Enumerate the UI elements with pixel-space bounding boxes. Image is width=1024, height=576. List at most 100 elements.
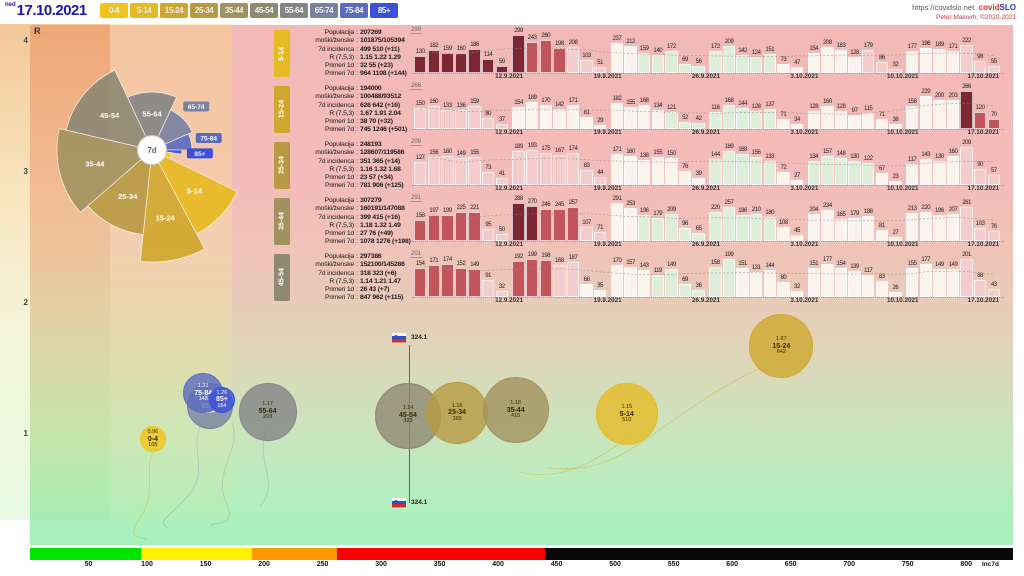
scale-tick-500: 500 bbox=[609, 561, 621, 568]
bar-value-label: 107 bbox=[582, 220, 591, 226]
bar-5-14-d34 bbox=[875, 62, 888, 73]
bar-5-14-d18 bbox=[651, 55, 664, 73]
bubble-inc-55-64: 203 bbox=[262, 414, 273, 421]
rose-label-55-64: 55-64 bbox=[142, 110, 162, 119]
chart-date-17.10.2021: 17.10.2021 bbox=[967, 297, 1000, 304]
bar-value-label: 149 bbox=[470, 262, 479, 268]
panel-grid-35-44: Populacija:307279 moški/ženske:160191/147… bbox=[294, 197, 411, 247]
bubble-inc-35-44: 415 bbox=[511, 413, 521, 420]
stat-colon: : bbox=[356, 205, 358, 213]
bar-35-44-d21 bbox=[692, 233, 705, 241]
chart-date-12.9.2021: 12.9.2021 bbox=[495, 129, 524, 136]
bar-15-24-d4 bbox=[454, 110, 468, 129]
stat-value-r753: 1.14 1.21 1.47 bbox=[360, 277, 401, 285]
legend-button-85+[interactable]: 85+ bbox=[370, 3, 398, 18]
bubble-85+: 1.26 85+ 164 bbox=[208, 386, 235, 413]
bar-15-24-d1 bbox=[414, 108, 427, 129]
bar-35-44-d37 bbox=[919, 212, 932, 241]
bar-15-24-d28 bbox=[790, 124, 804, 129]
legend-button-25-34[interactable]: 25-34 bbox=[190, 3, 218, 18]
bar-45-54-d15 bbox=[610, 265, 624, 297]
bubble-group-label-5-14: 5-14 bbox=[619, 410, 634, 418]
bar-value-label: 174 bbox=[442, 257, 452, 263]
bar-25-34-d18 bbox=[651, 157, 664, 185]
bar-25-34-d38 bbox=[933, 161, 946, 185]
scale-tick-650: 650 bbox=[784, 561, 797, 568]
bar-value-label: 160 bbox=[442, 149, 452, 155]
stat-colon: : bbox=[356, 45, 358, 53]
bar-15-24-d24 bbox=[736, 108, 749, 129]
chart-date-17.10.2021: 17.10.2021 bbox=[967, 129, 1000, 136]
legend-button-45-54[interactable]: 45-54 bbox=[250, 3, 278, 18]
legend-button-65-74[interactable]: 65-74 bbox=[310, 3, 338, 18]
bubble-r-35-44: 1.18 bbox=[510, 399, 521, 406]
scale-unit-label: Inc7d bbox=[982, 561, 999, 568]
bar-25-34-d29 bbox=[807, 161, 820, 185]
bar-45-54-d29 bbox=[807, 268, 820, 297]
bar-5-14-d3 bbox=[441, 53, 454, 73]
bar-value-label: 45 bbox=[794, 228, 800, 234]
legend-button-35-44[interactable]: 35-44 bbox=[220, 3, 248, 18]
bar-value-label: 133 bbox=[765, 154, 775, 160]
stat-label-r753: R (7,5,3) bbox=[329, 165, 354, 173]
site-url-link[interactable]: https://covidslo.net bbox=[912, 3, 975, 12]
scale-tick-100: 100 bbox=[141, 561, 153, 568]
bar-value-label: 160 bbox=[822, 99, 832, 105]
bar-value-label: 182 bbox=[429, 43, 439, 49]
bubble-group-label-45-54: 45-54 bbox=[399, 411, 417, 419]
bar-value-label: 95 bbox=[485, 222, 492, 228]
bar-value-label: 189 bbox=[527, 95, 537, 101]
bar-35-44-d2 bbox=[427, 215, 440, 241]
bar-5-14-d20 bbox=[678, 64, 692, 73]
bar-value-label: 26 bbox=[892, 285, 899, 291]
bar-value-label: 35 bbox=[597, 283, 604, 289]
bar-25-34-d16 bbox=[624, 156, 637, 185]
bar-45-54-d4 bbox=[454, 268, 468, 297]
legend-button-75-84[interactable]: 75-84 bbox=[340, 3, 368, 18]
stat-label-primeri_7d: Primeri 7d bbox=[325, 126, 354, 134]
site-info: https://covidslo.net covidSLO Peter Malo… bbox=[912, 1, 1016, 23]
rose-chip-75-84 bbox=[195, 132, 222, 143]
bar-5-14-d14 bbox=[594, 67, 607, 73]
bubble-15-24: 1.67 15-24 642 bbox=[749, 314, 814, 379]
bar-25-34-d24 bbox=[736, 154, 749, 185]
bar-35-44-d13 bbox=[580, 227, 593, 241]
scale-tick-200: 200 bbox=[258, 561, 270, 568]
bar-5-14-d39 bbox=[946, 51, 960, 73]
bar-45-54-d39 bbox=[946, 269, 960, 297]
bar-25-34-d5 bbox=[468, 157, 481, 185]
bar-45-54-d3 bbox=[441, 264, 454, 297]
stat-colon: : bbox=[356, 269, 358, 277]
legend-button-15-24[interactable]: 15-24 bbox=[160, 3, 188, 18]
bar-value-label: 199 bbox=[442, 208, 452, 214]
rose-chip-label-85+: 85+ bbox=[194, 151, 205, 158]
bubble-r-15-24: 1.67 bbox=[775, 335, 787, 342]
panel-grid-5-14: Populacija:207269 moški/ženske:101875/105… bbox=[294, 29, 408, 79]
bar-35-44-d27 bbox=[777, 227, 790, 241]
rose-wedge-15-24 bbox=[139, 148, 206, 263]
bar-5-14-d6 bbox=[482, 59, 495, 73]
bar-5-14-d11 bbox=[553, 48, 566, 73]
bar-45-54-d2 bbox=[427, 265, 440, 297]
legend-button-0-4[interactable]: 0-4 bbox=[100, 3, 128, 18]
stat-label-primeri_7d: Primeri 7d bbox=[325, 294, 354, 302]
chart-date-10.10.2021: 10.10.2021 bbox=[887, 73, 919, 80]
bar-15-24-d35 bbox=[889, 124, 902, 129]
legend-button-55-64[interactable]: 55-64 bbox=[280, 3, 308, 18]
bar-35-44-d9 bbox=[526, 206, 539, 241]
bar-15-24-d39 bbox=[946, 100, 960, 129]
bar-35-44-d18 bbox=[651, 218, 664, 241]
stat-label-incidenca: 7d incidenca bbox=[318, 157, 354, 165]
bubble-group-label-35-44: 35-44 bbox=[506, 406, 525, 414]
stat-colon: : bbox=[356, 109, 358, 117]
bar-value-label: 80 bbox=[780, 275, 787, 281]
bar-value-label: 261 bbox=[962, 200, 971, 206]
bar-15-24-d7 bbox=[495, 124, 508, 129]
stat-value-r753: 1.18 1.32 1.49 bbox=[360, 221, 401, 229]
stat-colon: : bbox=[356, 174, 358, 182]
bar-value-label: 199 bbox=[527, 252, 537, 258]
bar-35-44-d7 bbox=[495, 234, 508, 241]
bar-value-label: 156 bbox=[429, 150, 439, 156]
legend-button-5-14[interactable]: 5-14 bbox=[130, 3, 158, 18]
bar-5-14-d15 bbox=[610, 43, 624, 73]
